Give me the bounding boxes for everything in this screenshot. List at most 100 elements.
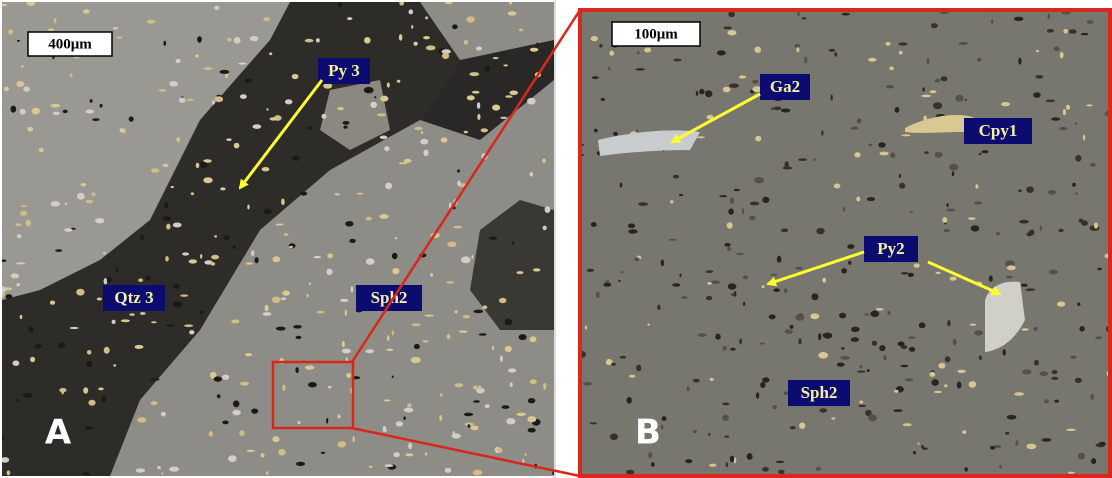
speck bbox=[179, 98, 186, 103]
speck bbox=[876, 308, 884, 311]
speck bbox=[116, 267, 118, 273]
speck bbox=[790, 426, 796, 429]
speck bbox=[16, 81, 24, 87]
speck bbox=[204, 67, 213, 70]
speck bbox=[489, 237, 497, 240]
speck bbox=[743, 302, 746, 306]
speck bbox=[169, 467, 179, 472]
speck bbox=[723, 346, 727, 351]
speck bbox=[708, 433, 710, 436]
speck bbox=[281, 199, 285, 206]
speck bbox=[184, 324, 193, 327]
speck bbox=[1099, 442, 1106, 446]
speck bbox=[342, 349, 351, 354]
speck bbox=[191, 192, 194, 195]
scale-bar: 400μm bbox=[48, 36, 92, 52]
speck bbox=[722, 415, 729, 421]
speck bbox=[893, 409, 903, 412]
speck bbox=[776, 461, 785, 463]
speck bbox=[238, 63, 247, 65]
speck bbox=[594, 129, 598, 133]
speck bbox=[530, 379, 537, 384]
speck bbox=[16, 399, 19, 402]
speck bbox=[727, 222, 733, 228]
speck bbox=[726, 462, 728, 467]
speck bbox=[366, 258, 375, 265]
speck bbox=[990, 446, 995, 450]
speck bbox=[693, 430, 697, 433]
speck bbox=[20, 211, 27, 216]
speck bbox=[457, 169, 460, 172]
speck bbox=[868, 58, 876, 62]
speck bbox=[11, 106, 17, 113]
speck bbox=[971, 225, 980, 231]
speck bbox=[411, 357, 421, 363]
mineral-label: Sph2 bbox=[801, 383, 838, 402]
speck bbox=[500, 117, 507, 119]
speck bbox=[30, 357, 35, 362]
speck bbox=[135, 345, 144, 349]
speck bbox=[464, 413, 473, 417]
speck bbox=[673, 59, 681, 62]
speck bbox=[411, 25, 413, 29]
speck bbox=[945, 356, 950, 362]
speck bbox=[901, 272, 908, 275]
speck bbox=[326, 418, 328, 424]
speck bbox=[98, 388, 104, 391]
speck bbox=[591, 36, 598, 41]
speck bbox=[601, 98, 605, 101]
speck bbox=[309, 282, 311, 285]
speck bbox=[151, 401, 158, 405]
speck bbox=[592, 76, 599, 79]
speck bbox=[771, 108, 773, 111]
speck bbox=[307, 126, 312, 130]
speck bbox=[231, 319, 239, 323]
speck bbox=[679, 194, 683, 196]
speck bbox=[484, 66, 490, 72]
speck bbox=[369, 466, 373, 468]
speck bbox=[32, 108, 40, 115]
speck bbox=[899, 174, 901, 178]
speck bbox=[756, 392, 759, 398]
speck bbox=[693, 379, 700, 383]
speck bbox=[178, 137, 180, 143]
speck bbox=[50, 301, 55, 305]
speck bbox=[831, 94, 833, 100]
speck bbox=[97, 298, 102, 301]
speck bbox=[816, 228, 824, 235]
speck bbox=[365, 349, 374, 353]
speck bbox=[240, 382, 249, 386]
speck bbox=[464, 131, 468, 134]
speck bbox=[454, 310, 458, 313]
speck bbox=[519, 334, 527, 340]
speck bbox=[739, 75, 746, 78]
speck bbox=[502, 405, 510, 409]
speck bbox=[1026, 187, 1034, 193]
panel-letter: A bbox=[45, 413, 72, 453]
speck bbox=[1057, 301, 1065, 306]
speck bbox=[392, 330, 394, 335]
speck bbox=[771, 274, 778, 276]
speck bbox=[1022, 369, 1032, 374]
speck bbox=[137, 417, 146, 422]
speck bbox=[233, 400, 240, 407]
speck bbox=[796, 47, 799, 52]
speck bbox=[813, 158, 816, 161]
speck bbox=[187, 99, 194, 101]
speck bbox=[1070, 356, 1077, 359]
speck bbox=[420, 139, 428, 145]
speck bbox=[16, 283, 20, 286]
speck bbox=[910, 211, 913, 213]
speck bbox=[285, 99, 293, 104]
speck bbox=[338, 441, 347, 447]
speck bbox=[860, 365, 863, 368]
speck bbox=[100, 104, 103, 108]
speck bbox=[425, 453, 428, 456]
speck bbox=[353, 436, 355, 443]
speck bbox=[403, 416, 405, 419]
speck bbox=[182, 252, 189, 255]
speck bbox=[83, 387, 88, 393]
speck bbox=[1075, 378, 1082, 383]
speck bbox=[245, 78, 252, 83]
speck bbox=[879, 345, 885, 351]
